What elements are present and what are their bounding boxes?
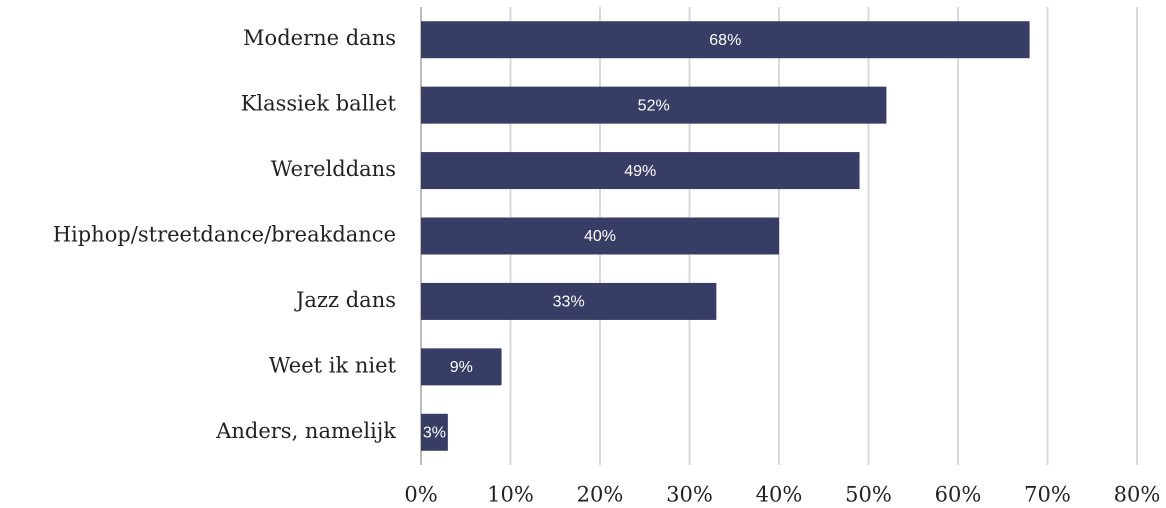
bar <box>421 152 860 190</box>
y-tick-label: Werelddans <box>271 157 396 181</box>
bar <box>421 86 887 124</box>
x-tick-label: 40% <box>756 483 803 507</box>
bar <box>421 21 1030 59</box>
bar <box>421 348 502 386</box>
x-tick-label: 0% <box>404 483 437 507</box>
x-tick-label: 70% <box>1024 483 1071 507</box>
data-label: 52% <box>638 97 670 114</box>
y-tick-label: Moderne dans <box>243 26 396 50</box>
y-tick-label: Anders, namelijk <box>215 419 396 443</box>
x-tick-label: 10% <box>487 483 534 507</box>
y-tick-label: Weet ik niet <box>269 353 397 377</box>
data-label: 49% <box>624 163 656 180</box>
data-label: 3% <box>423 425 446 442</box>
y-tick-label: Jazz dans <box>294 288 396 312</box>
x-tick-label: 80% <box>1114 483 1161 507</box>
bar <box>421 413 448 451</box>
x-tick-label: 50% <box>845 483 892 507</box>
x-tick-label: 60% <box>935 483 982 507</box>
data-label: 68% <box>709 32 741 49</box>
y-tick-label: Klassiek ballet <box>241 92 397 116</box>
x-tick-label: 30% <box>666 483 713 507</box>
data-label: 9% <box>450 359 473 376</box>
data-label: 33% <box>553 294 585 311</box>
bar <box>421 282 717 320</box>
bar <box>421 217 779 255</box>
y-tick-label: Hiphop/streetdance/breakdance <box>53 223 396 247</box>
data-label: 40% <box>584 228 616 245</box>
x-tick-label: 20% <box>577 483 624 507</box>
